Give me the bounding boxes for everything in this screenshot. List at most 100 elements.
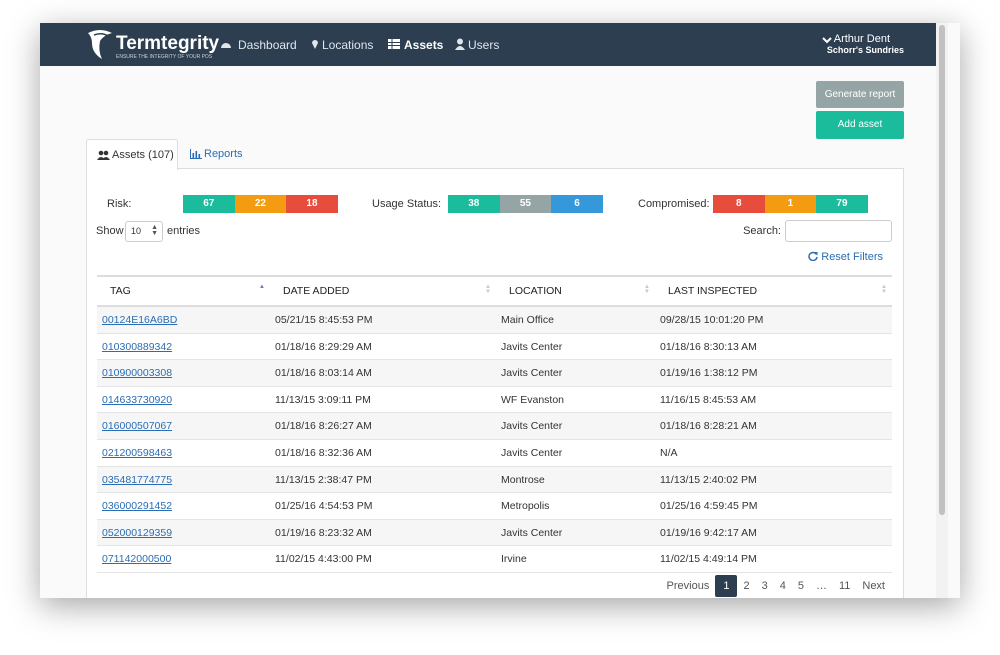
brand[interactable]: Termtegrity	[116, 33, 220, 54]
asset-tag-link[interactable]: 021200598463	[102, 447, 173, 459]
generate-report-button[interactable]: Generate report	[816, 81, 904, 108]
page-link[interactable]: …	[815, 580, 827, 592]
sort-icon: ▲	[259, 284, 265, 290]
filter-segment[interactable]: 79	[816, 195, 868, 213]
column-header[interactable]: LAST INSPECTED ▲ ▼	[655, 277, 892, 307]
table-cell: 01/18/16 8:30:13 AM	[660, 340, 757, 353]
table-cell: 021200598463	[102, 440, 172, 467]
chart-icon	[190, 149, 202, 159]
page-link[interactable]: 3	[761, 580, 768, 592]
nav-item[interactable]: Users	[468, 38, 500, 52]
table-row	[97, 360, 892, 387]
table-row	[97, 546, 892, 573]
table-row	[97, 466, 892, 494]
filter-segment[interactable]: 6	[551, 195, 603, 213]
table-cell: 01/18/16 8:28:21 AM	[660, 420, 757, 433]
filter-segment[interactable]: 18	[286, 195, 338, 213]
column-title: LOCATION	[509, 285, 562, 297]
user-name[interactable]: Arthur Dent	[833, 33, 890, 45]
length-select[interactable]: 10 ▲ ▼	[125, 221, 163, 242]
search-input[interactable]	[785, 220, 892, 242]
scrollbar-thumb[interactable]	[939, 25, 945, 515]
page-active[interactable]: 1	[715, 575, 738, 597]
column-header[interactable]: DATE ADDED ▲ ▼	[270, 277, 496, 307]
filter-segment[interactable]: 55	[499, 195, 552, 213]
users-icon	[455, 38, 465, 50]
filter-segment[interactable]: 38	[448, 195, 500, 213]
column-header[interactable]: LOCATION ▲ ▼	[496, 277, 655, 307]
chevron-icon	[822, 37, 832, 44]
table-cell: 11/02/15 4:43:00 PM	[275, 553, 372, 566]
table-row	[97, 440, 892, 467]
page-link[interactable]: 5	[797, 580, 804, 592]
length-label: Show	[96, 225, 124, 237]
refresh-icon	[808, 251, 818, 262]
asset-tag-link[interactable]: 036000291452	[102, 500, 173, 513]
add-asset-button[interactable]: Add asset	[816, 111, 904, 139]
table-cell: 036000291452	[102, 493, 172, 520]
filter-segment[interactable]: 67	[183, 195, 235, 213]
column-title: LAST INSPECTED	[668, 285, 758, 297]
filter-bar: 38 55 6	[448, 195, 603, 213]
data-table: TAG ▲ DATE ADDED ▲ ▼ LOCATION ▲ ▼ LAST INSPECTED…	[97, 275, 892, 597]
select-arrows: ▲ ▼	[151, 224, 158, 237]
length-value: 10	[131, 226, 142, 236]
table-cell: 01/19/16 1:38:12 PM	[660, 367, 758, 380]
table-cell: 11/02/15 4:49:14 PM	[660, 553, 757, 566]
tab-active[interactable]: Assets (107)	[86, 139, 178, 170]
column-header[interactable]: TAG ▲	[97, 277, 270, 307]
asset-tag-link[interactable]: 016000507067	[102, 420, 173, 433]
table-cell: 010300889342	[102, 334, 172, 361]
table-cell: 010900003308	[102, 360, 172, 387]
logo-icon	[88, 30, 112, 59]
table-cell: 071142000500	[102, 546, 171, 573]
table-cell: 01/25/16 4:59:45 PM	[660, 500, 758, 513]
table-cell: Javits Center	[501, 367, 563, 380]
scrollbar	[936, 23, 948, 598]
sort-icon: ▲ ▼	[485, 284, 491, 295]
table-cell: 11/16/15 8:45:53 AM	[660, 393, 757, 406]
filter-segment[interactable]: 22	[234, 195, 287, 213]
page-link[interactable]: 4	[779, 580, 786, 592]
asset-tag-link[interactable]: 010900003308	[102, 367, 173, 380]
sort-icon: ▲ ▼	[881, 284, 887, 295]
table-row	[97, 386, 892, 414]
page-link[interactable]: 2	[743, 580, 750, 592]
table-row	[97, 413, 892, 440]
column-title: DATE ADDED	[283, 285, 350, 297]
table-row	[97, 493, 892, 520]
table-cell: Metropolis	[501, 500, 550, 513]
page-link[interactable]: Previous	[666, 580, 710, 592]
users-icon	[97, 150, 110, 160]
nav-item[interactable]: Locations	[322, 38, 374, 52]
nav-item[interactable]: Dashboard	[238, 38, 297, 52]
filter-segment[interactable]: 8	[713, 195, 765, 213]
asset-tag-link[interactable]: 00124E16A6BD	[102, 314, 178, 326]
table-cell: Javits Center	[501, 526, 563, 539]
asset-tag-link[interactable]: 052000129359	[102, 526, 173, 539]
filter-segment[interactable]: 1	[764, 195, 817, 213]
table-cell: 11/13/15 2:40:02 PM	[660, 473, 757, 486]
asset-tag-link[interactable]: 014633730920	[102, 393, 173, 406]
tab-label[interactable]: Reports	[204, 148, 243, 160]
asset-tag-link[interactable]: 071142000500	[102, 553, 172, 566]
filter-label: Risk:	[107, 198, 132, 210]
sort-icon: ▲ ▼	[644, 284, 650, 295]
reset-label[interactable]: Reset Filters	[821, 251, 883, 263]
asset-tag-link[interactable]: 035481774775	[102, 473, 173, 486]
page-link[interactable]: Next	[862, 580, 885, 592]
search-label: Search:	[743, 225, 781, 237]
table-cell: 035481774775	[102, 467, 172, 494]
nav-item-active[interactable]: Assets	[404, 38, 444, 52]
table-cell: 01/18/16 8:26:27 AM	[275, 420, 372, 433]
asset-tag-link[interactable]: 010300889342	[102, 340, 173, 353]
table-cell: 052000129359	[102, 520, 172, 547]
filter-bar: 8 1 79	[713, 195, 868, 213]
table-cell: 016000507067	[102, 413, 172, 440]
page-link[interactable]: 11	[838, 580, 851, 592]
table-row	[97, 519, 892, 547]
filter-label: Compromised:	[638, 198, 710, 210]
reset-filters[interactable]: Reset Filters	[808, 251, 883, 263]
table-cell: 11/13/15 2:38:47 PM	[275, 473, 372, 486]
